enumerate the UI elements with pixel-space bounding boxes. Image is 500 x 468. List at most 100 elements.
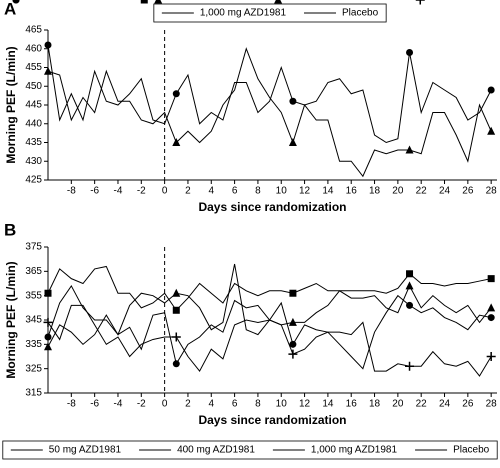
y-tick-label: 325 <box>25 363 42 374</box>
x-tick-label: 8 <box>255 186 261 197</box>
legend-marker <box>140 0 148 4</box>
data-point <box>406 301 414 309</box>
series-line <box>47 47 492 178</box>
legend-item: Placebo <box>415 445 490 456</box>
x-tick-label: 16 <box>346 186 358 197</box>
data-point <box>171 332 181 342</box>
series-line <box>47 284 492 370</box>
legend-box <box>2 440 498 460</box>
y-tick-label: 465 <box>25 25 42 36</box>
x-tick-label: 22 <box>416 186 428 197</box>
data-point <box>487 314 495 322</box>
x-tick-label: 28 <box>486 399 498 410</box>
data-point <box>487 126 496 135</box>
x-tick-label: 24 <box>439 186 451 197</box>
y-tick-label: 440 <box>25 118 42 129</box>
data-point <box>487 303 496 312</box>
x-tick-label: 8 <box>255 399 261 410</box>
series-line <box>47 304 492 377</box>
legend-item: 1,000 mg AZD1981 <box>272 445 398 456</box>
x-tick-label: -2 <box>137 186 146 197</box>
data-point <box>43 317 53 327</box>
legend-box <box>153 3 387 23</box>
data-point <box>172 288 181 297</box>
y-tick-label: 425 <box>25 175 42 186</box>
x-tick-label: 14 <box>322 399 334 410</box>
x-tick-label: 2 <box>185 399 191 410</box>
data-point <box>487 86 495 94</box>
y-tick-label: 365 <box>25 266 42 277</box>
data-point <box>44 342 52 351</box>
x-tick-label: -8 <box>67 186 76 197</box>
x-axis-title: Days since randomization <box>198 413 346 427</box>
data-point <box>288 317 297 326</box>
data-point <box>44 41 52 49</box>
legend: 50 mg AZD1981 400 mg AZD1981 1,000 mg AZD1… <box>2 440 498 460</box>
legend: 1,000 mg AZD1981 Placebo <box>153 3 387 23</box>
x-tick-label: 18 <box>369 399 381 410</box>
x-tick-label: 24 <box>439 399 451 410</box>
data-point <box>172 360 180 368</box>
x-tick-label: 4 <box>208 399 214 410</box>
data-point <box>289 340 297 348</box>
panel-label: A <box>4 0 16 18</box>
x-tick-label: 20 <box>392 186 404 197</box>
legend-item: Placebo <box>304 8 379 19</box>
y-axis-title: Morning PEF (L/min) <box>4 261 18 378</box>
series-line <box>47 263 492 348</box>
legend-label: Placebo <box>453 445 490 456</box>
legend-label: 1,000 mg AZD1981 <box>311 445 398 456</box>
legend-label: Placebo <box>342 8 379 19</box>
y-tick-label: 345 <box>25 315 42 326</box>
legend-marker <box>274 0 283 4</box>
y-tick-label: 460 <box>25 43 42 54</box>
y-tick-label: 435 <box>25 137 42 148</box>
x-tick-label: 22 <box>416 399 428 410</box>
x-tick-label: 26 <box>462 186 474 197</box>
data-point <box>487 275 495 283</box>
x-tick-label: 0 <box>162 399 168 410</box>
data-point <box>405 281 414 290</box>
x-tick-label: -6 <box>90 186 99 197</box>
x-tick-label: -4 <box>114 186 123 197</box>
legend-marker <box>12 0 20 4</box>
data-point <box>405 145 414 154</box>
data-point <box>44 289 52 297</box>
x-axis-title: Days since randomization <box>198 200 346 214</box>
data-point <box>172 138 181 146</box>
x-tick-label: 6 <box>232 186 238 197</box>
y-tick-label: 375 <box>25 242 42 253</box>
x-tick-label: 6 <box>232 399 238 410</box>
legend-label: 1,000 mg AZD1981 <box>200 8 287 19</box>
data-point <box>172 306 180 314</box>
x-tick-label: 18 <box>369 186 381 197</box>
y-tick-label: 450 <box>25 81 42 92</box>
x-tick-label: 20 <box>392 399 404 410</box>
x-tick-label: 12 <box>299 399 311 410</box>
data-point <box>406 270 414 278</box>
x-tick-label: 2 <box>185 186 191 197</box>
x-tick-label: 0 <box>162 186 168 197</box>
legend-item: 400 mg AZD1981 <box>139 445 255 456</box>
data-point <box>172 90 180 98</box>
y-tick-label: 355 <box>25 290 42 301</box>
x-tick-label: -8 <box>67 399 76 410</box>
series-line <box>47 265 492 312</box>
data-point <box>44 66 52 75</box>
x-tick-label: -6 <box>90 399 99 410</box>
data-point <box>289 97 297 105</box>
x-tick-label: 12 <box>299 186 311 197</box>
legend-marker <box>154 0 163 4</box>
data-point <box>288 349 298 359</box>
legend-label: 400 mg AZD1981 <box>177 445 255 456</box>
x-tick-label: 26 <box>462 399 474 410</box>
x-tick-label: 14 <box>322 186 334 197</box>
y-tick-label: 335 <box>25 339 42 350</box>
panel-label: B <box>4 220 16 239</box>
data-point <box>406 49 414 56</box>
data-point <box>486 352 496 361</box>
x-tick-label: 4 <box>208 186 214 197</box>
y-tick-label: 445 <box>25 100 42 111</box>
x-tick-label: 28 <box>486 186 498 197</box>
